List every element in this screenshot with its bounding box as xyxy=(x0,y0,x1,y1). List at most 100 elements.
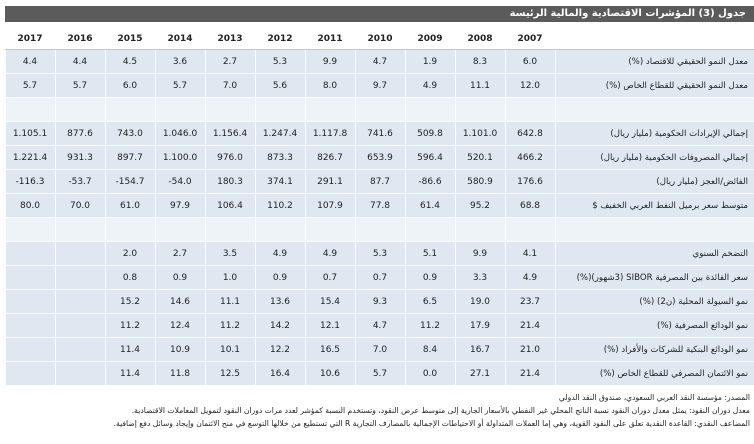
value-cell: 1.105.1 xyxy=(4,121,55,146)
spacer-row xyxy=(4,217,754,242)
value-cell: 15.4 xyxy=(304,289,355,314)
value-cell: 5.7 xyxy=(154,73,205,98)
data-row: إجمالي الإيرادات الحكومية (مليار ريال) 64… xyxy=(4,121,754,146)
value-cell: 68.8 xyxy=(504,193,555,218)
value-cell: 4.9 xyxy=(304,241,355,266)
header-cell xyxy=(554,28,754,50)
value-cell: 0.0 xyxy=(404,361,455,386)
value-cell: 596.4 xyxy=(404,145,455,170)
data-row: الفائض/العجز (مليار ريال) 176.6 580.9 86.6-… xyxy=(4,169,754,194)
value-cell: 12.4 xyxy=(154,313,205,338)
empty-cell xyxy=(4,313,55,338)
value-cell: 9.3 xyxy=(354,289,405,314)
empty-cell xyxy=(54,265,105,290)
value-cell: 11.1 xyxy=(204,289,255,314)
data-row: نمو السيولة المحلية (ن2) (%) 23.7 19.0 6.5 9… xyxy=(4,289,754,314)
year-header: 2012 xyxy=(254,28,305,50)
data-row: نمو الودائع المصرفية (%) 21.4 17.9 11.2 4.7 1… xyxy=(4,313,754,338)
value-cell: 4.4 xyxy=(4,49,55,74)
value-cell: 1.046.0 xyxy=(154,121,205,146)
spacer-cell xyxy=(104,217,155,242)
value-cell: 4.1 xyxy=(504,241,555,266)
data-row: معدل النمو الحقيقي للاقتصاد (%) 6.0 8.3 1.9… xyxy=(4,49,754,74)
value-cell: 16.7 xyxy=(454,337,505,362)
data-row: معدل النمو الحقيقي للقطاع الخاص (%) 12.0 1… xyxy=(4,73,754,98)
value-cell: 70.0 xyxy=(54,193,105,218)
empty-cell xyxy=(4,265,55,290)
value-cell: 1.247.4 xyxy=(254,121,305,146)
value-cell: 61.4 xyxy=(404,193,455,218)
spacer-cell xyxy=(104,97,155,122)
value-cell: 4.9 xyxy=(254,241,305,266)
value-cell: 5.1 xyxy=(404,241,455,266)
year-header: 2011 xyxy=(304,28,355,50)
value-cell: 180.3 xyxy=(204,169,255,194)
row-label: معدل النمو الحقيقي للاقتصاد (%) xyxy=(554,49,754,74)
value-cell: 15.2 xyxy=(104,289,155,314)
value-cell: 10.1 xyxy=(204,337,255,362)
spacer-cell xyxy=(254,217,305,242)
spacer-cell xyxy=(254,97,305,122)
value-cell: 741.6 xyxy=(354,121,405,146)
value-cell: 580.9 xyxy=(454,169,505,194)
value-cell: 873.3 xyxy=(254,145,305,170)
value-cell: 5.7 xyxy=(54,73,105,98)
value-cell: 6.5 xyxy=(404,289,455,314)
value-cell: 97.9 xyxy=(154,193,205,218)
value-cell: 12.0 xyxy=(504,73,555,98)
value-cell: 3.5 xyxy=(204,241,255,266)
spacer-cell xyxy=(554,217,754,242)
value-cell: 11.4 xyxy=(104,337,155,362)
value-cell: 53.7- xyxy=(54,169,105,194)
empty-cell xyxy=(4,361,55,386)
note: المصدر: مؤسسة النقد العربي السعودي، صندو… xyxy=(558,393,750,402)
value-cell: 13.6 xyxy=(254,289,305,314)
value-cell: 8.0 xyxy=(304,73,355,98)
value-cell: 176.6 xyxy=(504,169,555,194)
value-cell: 106.4 xyxy=(204,193,255,218)
spacer-row xyxy=(4,97,754,122)
value-cell: 1.9 xyxy=(404,49,455,74)
value-cell: 9.9 xyxy=(454,241,505,266)
spacer-cell xyxy=(54,217,105,242)
value-cell: 374.1 xyxy=(254,169,305,194)
value-cell: 5.3 xyxy=(354,241,405,266)
value-cell: 4.9 xyxy=(404,73,455,98)
value-cell: 7.0 xyxy=(354,337,405,362)
value-cell: 80.0 xyxy=(4,193,55,218)
value-cell: 4.9 xyxy=(504,265,555,290)
value-cell: 931.3 xyxy=(54,145,105,170)
value-cell: 23.7 xyxy=(504,289,555,314)
spacer-cell xyxy=(204,217,255,242)
value-cell: 14.6 xyxy=(154,289,205,314)
row-label: سعر الفائدة بين المصرفية SIBOR (3شهور)(%… xyxy=(554,265,754,290)
value-cell: 1.117.8 xyxy=(304,121,355,146)
value-cell: 6.0 xyxy=(504,49,555,74)
value-cell: 3.3 xyxy=(454,265,505,290)
value-cell: 9.9 xyxy=(304,49,355,74)
row-label: نمو الودائع البنكية للشركات والأفراد (%) xyxy=(554,337,754,362)
spacer-cell xyxy=(154,217,205,242)
value-cell: 21.0 xyxy=(504,337,555,362)
spacer-cell xyxy=(404,97,455,122)
value-cell: 0.8 xyxy=(104,265,155,290)
value-cell: 9.7 xyxy=(354,73,405,98)
value-cell: 11.2 xyxy=(204,313,255,338)
header-row: 2007 2008 2009 2010 2011 2012 2013 2014 2015 2016… xyxy=(4,28,754,50)
year-header: 2010 xyxy=(354,28,405,50)
table-title: جدول (3) المؤشرات الاقتصادية والمالية ال… xyxy=(5,6,754,22)
row-label: إجمالي الإيرادات الحكومية (مليار ريال) xyxy=(554,121,754,146)
data-row: نمو الودائع البنكية للشركات والأفراد (%)… xyxy=(4,337,754,362)
year-header: 2016 xyxy=(54,28,105,50)
value-cell: 743.0 xyxy=(104,121,155,146)
note: المضاعف النقدي: القاعدة النقدية تعلق على… xyxy=(113,419,750,428)
value-cell: 2.0 xyxy=(104,241,155,266)
empty-cell xyxy=(54,241,105,266)
value-cell: 1.100.0 xyxy=(154,145,205,170)
spacer-cell xyxy=(504,97,555,122)
note: معدل دوران النقود: يمثل معدل دوران النقو… xyxy=(131,406,750,415)
row-label: نمو الائتمان المصرفي للقطاع الخاص (%) xyxy=(554,361,754,386)
value-cell: 1.0 xyxy=(204,265,255,290)
data-row: سعر الفائدة بين المصرفية SIBOR (3شهور)(%… xyxy=(4,265,754,290)
